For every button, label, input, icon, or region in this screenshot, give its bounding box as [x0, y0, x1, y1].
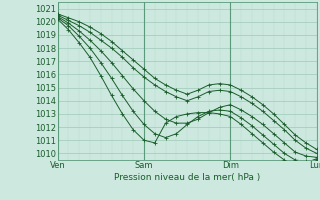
X-axis label: Pression niveau de la mer( hPa ): Pression niveau de la mer( hPa ): [114, 173, 260, 182]
